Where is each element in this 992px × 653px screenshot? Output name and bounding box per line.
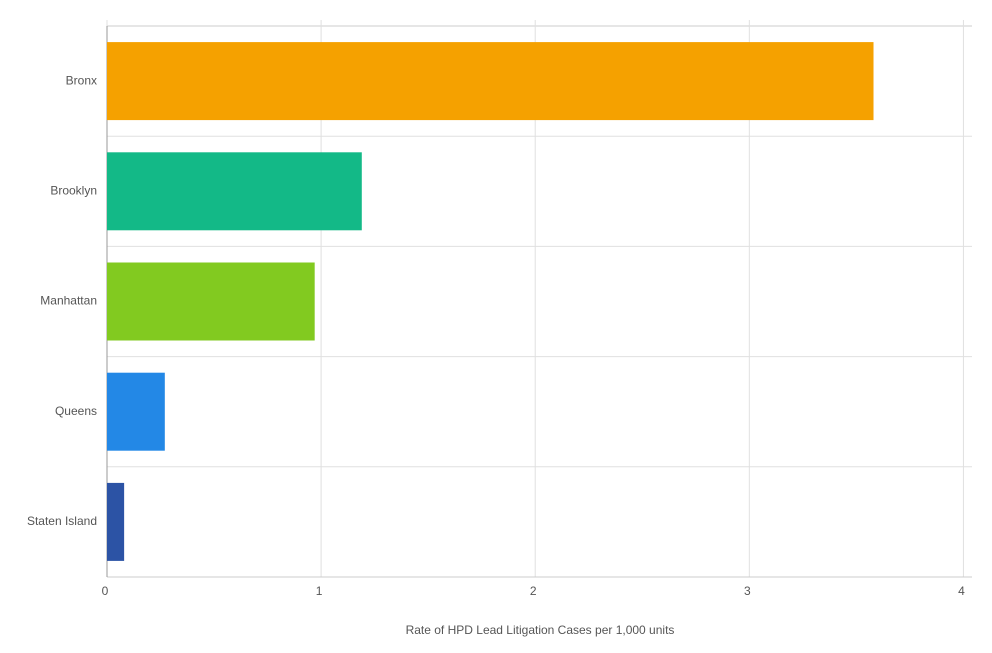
bar (107, 372, 165, 451)
x-tick-label: 1 (316, 584, 323, 598)
y-tick-label: Manhattan (40, 294, 97, 308)
y-tick-label: Queens (55, 404, 97, 418)
bar (107, 42, 874, 121)
x-axis-label: Rate of HPD Lead Litigation Cases per 1,… (406, 623, 675, 637)
y-tick-label: Bronx (66, 73, 97, 87)
y-tick-label: Brooklyn (50, 183, 97, 197)
x-tick-label: 4 (958, 584, 965, 598)
bar (107, 482, 125, 561)
x-tick-label: 3 (744, 584, 751, 598)
x-tick-label: 2 (530, 584, 537, 598)
bar (107, 262, 315, 341)
y-tick-label: Staten Island (27, 514, 97, 528)
bar (107, 152, 362, 231)
x-tick-label: 0 (102, 584, 109, 598)
